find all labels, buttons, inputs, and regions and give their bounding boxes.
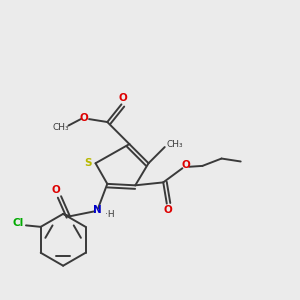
- Text: O: O: [52, 185, 61, 195]
- Text: S: S: [84, 158, 92, 168]
- Text: CH₃: CH₃: [166, 140, 183, 149]
- Text: CH₃: CH₃: [53, 122, 69, 131]
- Text: O: O: [118, 93, 127, 103]
- Text: N: N: [93, 206, 102, 215]
- Text: Cl: Cl: [12, 218, 23, 228]
- Text: ·H: ·H: [105, 210, 115, 219]
- Text: O: O: [164, 205, 172, 215]
- Text: O: O: [182, 160, 190, 170]
- Text: O: O: [80, 113, 89, 123]
